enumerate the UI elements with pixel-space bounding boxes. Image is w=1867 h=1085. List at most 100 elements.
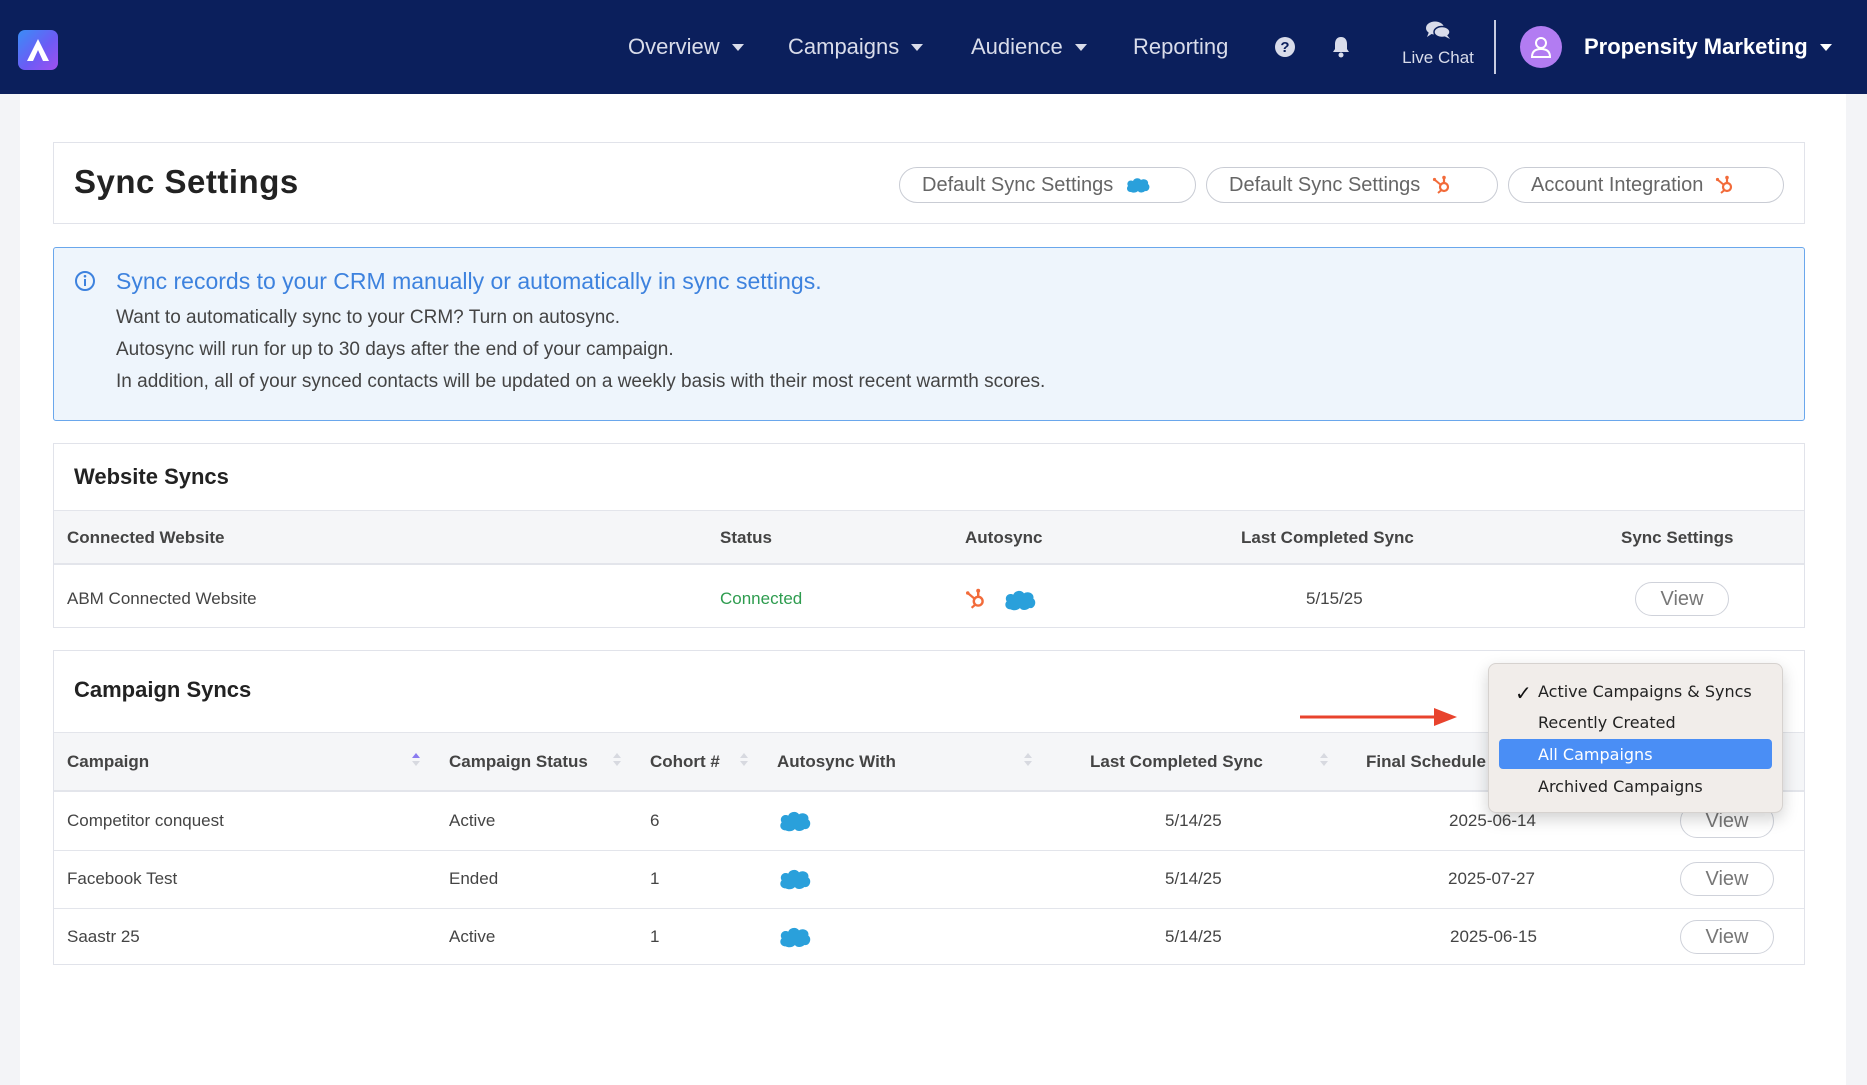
col-autosync-with[interactable]: Autosync With	[777, 752, 896, 771]
col-last-completed-sync[interactable]: Last Completed Sync	[1090, 752, 1263, 771]
nav-divider	[1494, 20, 1496, 74]
chat-bubbles-icon	[1426, 21, 1451, 39]
chevron-down-icon	[911, 43, 924, 51]
campaign-filter-dropdown: ✓ Active Campaigns & Syncs Recently Crea…	[1488, 663, 1783, 813]
campaign-status: Ended	[449, 869, 499, 888]
svg-text:?: ?	[1280, 39, 1289, 56]
chevron-down-icon	[731, 43, 744, 51]
annotation-arrow-icon	[1300, 707, 1460, 732]
view-button[interactable]: View	[1680, 920, 1774, 954]
sort-asc-icon[interactable]	[412, 753, 420, 769]
help-icon[interactable]: ?	[1273, 35, 1297, 59]
logo-a-icon	[27, 39, 49, 61]
page-gutter-left	[0, 94, 20, 1085]
col-cohort[interactable]: Cohort #	[650, 752, 720, 771]
cohort-number: 1	[650, 927, 660, 946]
campaign-name: Facebook Test	[67, 869, 178, 888]
nav-reporting-label: Reporting	[1133, 34, 1229, 59]
view-button[interactable]: View	[1635, 582, 1729, 616]
cohort-number: 1	[650, 869, 660, 888]
sort-icon[interactable]	[613, 753, 621, 769]
campaign-status: Active	[449, 811, 496, 830]
website-name: ABM Connected Website	[67, 589, 257, 608]
checkmark-icon: ✓	[1515, 681, 1532, 705]
cohort-number: 6	[650, 811, 660, 830]
app-logo[interactable]	[18, 30, 58, 70]
info-line: In addition, all of your synced contacts…	[116, 371, 1046, 392]
default-sync-settings-hubspot-button[interactable]: Default Sync Settings	[1206, 167, 1498, 203]
filter-option-label: Active Campaigns & Syncs	[1538, 681, 1752, 701]
info-title: Sync records to your CRM manually or aut…	[116, 268, 822, 294]
nav-audience[interactable]: Audience	[971, 30, 1087, 64]
page-gutter-right	[1846, 94, 1867, 1085]
website-syncs-card: Website Syncs Connected Website Status A…	[53, 443, 1805, 628]
user-icon	[1530, 37, 1552, 58]
website-syncs-title: Website Syncs	[74, 464, 229, 489]
sort-icon[interactable]	[740, 753, 748, 769]
live-chat-button[interactable]: Live Chat	[1378, 20, 1498, 74]
live-chat-label: Live Chat	[1402, 48, 1474, 67]
filter-option-label: All Campaigns	[1538, 744, 1653, 764]
chevron-down-icon	[1074, 43, 1087, 51]
last-sync-date: 5/14/25	[1165, 927, 1222, 946]
hubspot-icon	[965, 587, 987, 616]
row-divider	[54, 850, 1804, 851]
info-line: Autosync will run for up to 30 days afte…	[116, 339, 674, 360]
col-final-schedule[interactable]: Final Schedule	[1366, 752, 1486, 771]
bell-icon[interactable]	[1329, 35, 1353, 59]
filter-option-all-campaigns[interactable]: All Campaigns	[1499, 739, 1772, 769]
final-schedule-date: 2025-06-14	[1449, 811, 1536, 830]
col-campaign[interactable]: Campaign	[67, 752, 150, 771]
top-navbar: Overview Campaigns Audience Reporting ? …	[0, 0, 1867, 94]
campaign-name: Saastr 25	[67, 927, 140, 946]
nav-audience-label: Audience	[971, 34, 1063, 59]
info-banner: Sync records to your CRM manually or aut…	[53, 247, 1805, 421]
col-last-completed-sync: Last Completed Sync	[1241, 528, 1414, 547]
nav-campaigns-label: Campaigns	[788, 34, 900, 59]
status-badge: Connected	[720, 589, 803, 608]
nav-overview[interactable]: Overview	[628, 30, 744, 64]
filter-option-label: Archived Campaigns	[1538, 776, 1703, 796]
salesforce-icon	[777, 925, 813, 954]
pill-label: Account Integration	[1531, 173, 1704, 196]
col-autosync: Autosync	[965, 528, 1043, 547]
col-connected-website: Connected Website	[67, 528, 225, 547]
final-schedule-date: 2025-06-15	[1450, 927, 1537, 946]
campaign-syncs-title: Campaign Syncs	[74, 677, 252, 702]
last-sync-date: 5/15/25	[1306, 589, 1363, 608]
sort-icon[interactable]	[1320, 753, 1328, 769]
filter-option-recently-created[interactable]: Recently Created	[1499, 707, 1772, 737]
filter-option-archived[interactable]: Archived Campaigns	[1499, 771, 1772, 801]
nav-reporting[interactable]: Reporting	[1133, 30, 1228, 64]
account-name: Propensity Marketing	[1584, 34, 1808, 59]
filter-option-active[interactable]: ✓ Active Campaigns & Syncs	[1499, 676, 1772, 706]
campaign-name: Competitor conquest	[67, 811, 224, 830]
avatar[interactable]	[1520, 26, 1562, 68]
info-line: Want to automatically sync to your CRM? …	[116, 307, 621, 328]
nav-campaigns[interactable]: Campaigns	[788, 30, 924, 64]
col-campaign-status[interactable]: Campaign Status	[449, 752, 588, 771]
pill-label: Default Sync Settings	[1229, 173, 1421, 196]
account-integration-button[interactable]: Account Integration	[1508, 167, 1784, 203]
campaign-status: Active	[449, 927, 496, 946]
page-title: Sync Settings	[74, 163, 299, 200]
hubspot-icon	[1715, 175, 1735, 195]
nav-overview-label: Overview	[628, 34, 720, 59]
account-menu[interactable]: Propensity Marketing	[1584, 30, 1832, 64]
website-syncs-table-header: Connected Website Status Autosync Last C…	[54, 510, 1804, 565]
default-sync-settings-salesforce-button[interactable]: Default Sync Settings	[899, 167, 1196, 203]
last-sync-date: 5/14/25	[1165, 869, 1222, 888]
salesforce-icon	[777, 809, 813, 838]
last-sync-date: 5/14/25	[1165, 811, 1222, 830]
col-sync-settings: Sync Settings	[1621, 528, 1734, 547]
row-divider	[54, 908, 1804, 909]
info-icon	[74, 270, 96, 297]
salesforce-icon	[1002, 588, 1038, 617]
sort-icon[interactable]	[1024, 753, 1032, 769]
salesforce-icon	[777, 867, 813, 896]
pill-label: Default Sync Settings	[922, 173, 1114, 196]
filter-option-label: Recently Created	[1538, 712, 1676, 732]
view-button[interactable]: View	[1680, 862, 1774, 896]
final-schedule-date: 2025-07-27	[1448, 869, 1535, 888]
col-status: Status	[720, 528, 772, 547]
